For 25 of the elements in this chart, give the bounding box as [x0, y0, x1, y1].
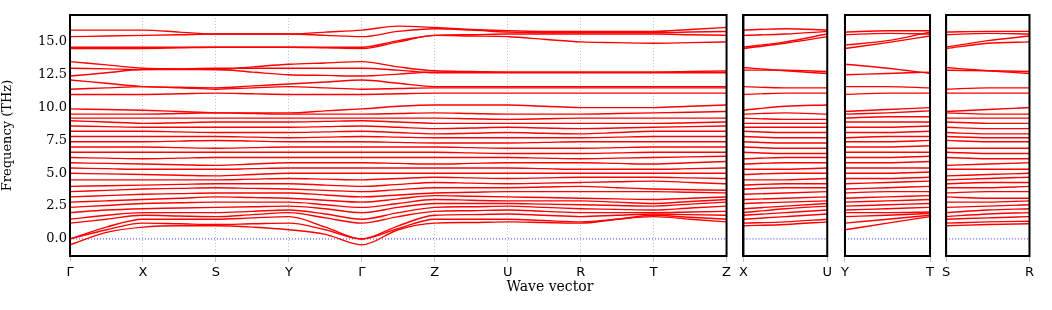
x-tick-label: R [576, 264, 586, 280]
y-tick-label: 15.0 [38, 33, 67, 49]
x-tick-label: Y [839, 264, 849, 280]
x-tick-label: Γ [358, 264, 367, 280]
x-tick-label: S [211, 264, 221, 280]
x-tick-label: Y [283, 264, 293, 280]
y-tick-label: 7.5 [46, 131, 67, 147]
x-tick-label: T [925, 264, 935, 280]
x-tick-label: U [502, 264, 513, 280]
x-tick-label: Γ [66, 264, 75, 280]
y-tick-label: 2.5 [46, 197, 67, 213]
x-tick-label: Z [722, 264, 732, 280]
x-tick-label: R [1024, 264, 1035, 280]
y-tick-label: 12.5 [38, 66, 67, 82]
x-tick-label: S [941, 264, 951, 280]
y-tick-label: 10.0 [38, 98, 67, 114]
x-tick-label: X [739, 264, 748, 280]
y-axis-title: Frequency (THz) [0, 79, 15, 192]
x-tick-label: U [822, 264, 832, 280]
x-tick-label: T [648, 264, 658, 280]
x-tick-label: X [138, 264, 148, 280]
y-tick-label: 0.0 [46, 230, 67, 246]
x-tick-label: Z [430, 264, 440, 280]
x-axis-title: Wave vector [505, 278, 595, 294]
y-tick-label: 5.0 [46, 164, 67, 180]
